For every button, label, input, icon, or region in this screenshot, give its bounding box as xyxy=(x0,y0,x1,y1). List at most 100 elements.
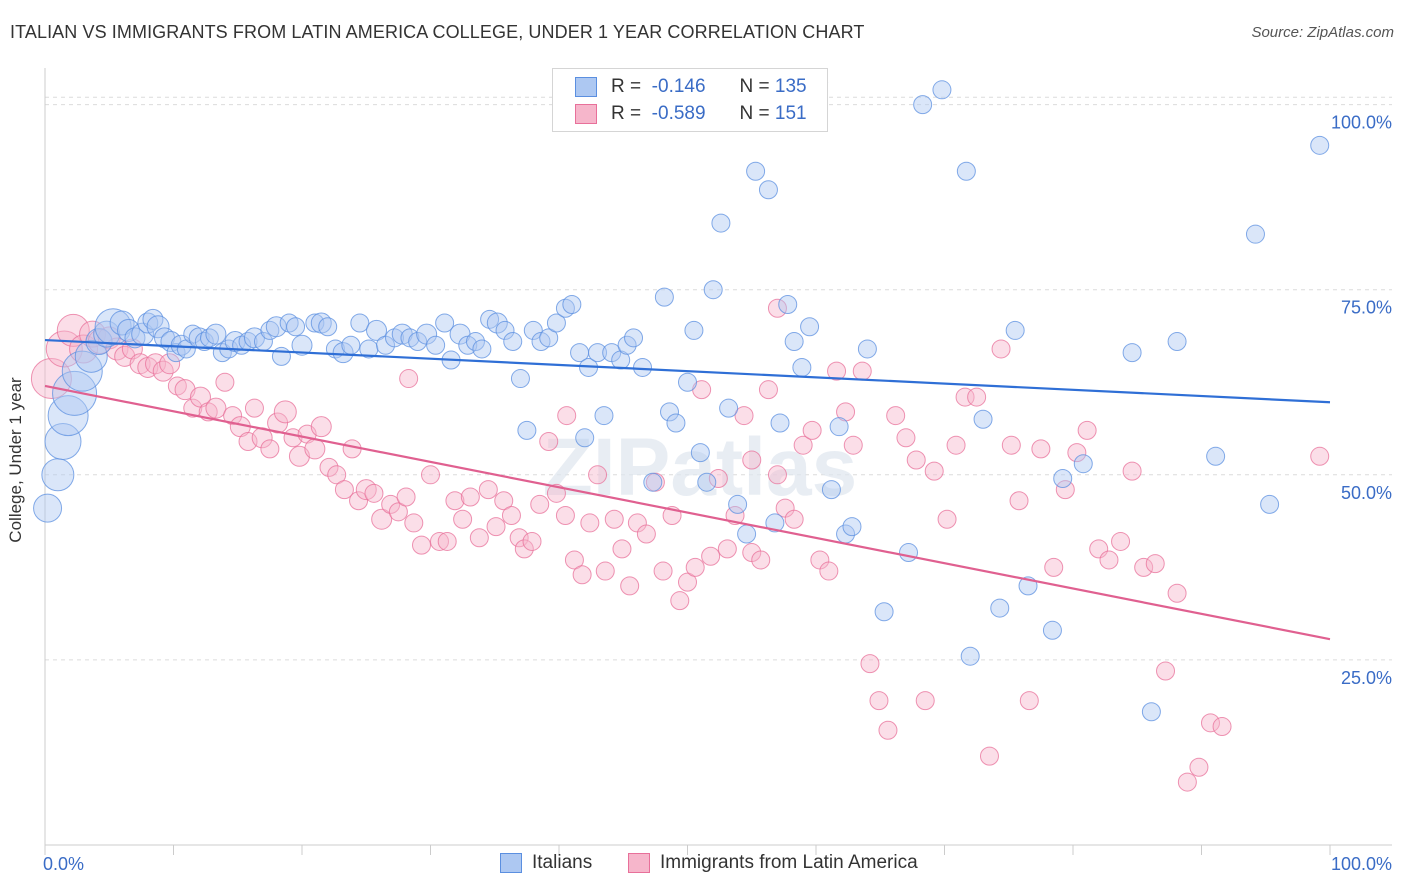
data-point xyxy=(509,528,529,548)
data-point xyxy=(109,310,135,336)
data-point xyxy=(47,395,89,437)
x-tick-labels: 0.0% 100.0% xyxy=(43,854,1392,874)
data-point xyxy=(967,387,987,407)
data-point xyxy=(510,369,530,389)
data-point xyxy=(767,465,787,485)
series-italians-points xyxy=(33,72,1330,722)
data-point xyxy=(572,565,592,585)
data-point xyxy=(778,295,798,315)
legend-n-label: N = xyxy=(739,103,770,124)
legend-n-label: N = xyxy=(739,76,770,97)
data-point xyxy=(703,280,723,300)
data-point xyxy=(56,313,90,347)
data-point xyxy=(1206,446,1226,466)
legend-item-latin-america[interactable]: Immigrants from Latin America xyxy=(628,852,918,874)
data-point xyxy=(381,494,401,514)
data-point xyxy=(1310,135,1330,155)
data-point xyxy=(1111,531,1131,551)
data-point xyxy=(758,380,778,400)
data-point xyxy=(412,535,432,555)
data-point xyxy=(1200,713,1220,733)
data-point xyxy=(765,513,785,533)
data-point xyxy=(74,339,108,373)
data-point xyxy=(719,398,739,418)
data-point xyxy=(742,450,762,470)
data-point xyxy=(279,313,299,333)
data-point xyxy=(426,335,446,355)
data-point xyxy=(501,506,521,526)
data-point xyxy=(318,317,338,337)
data-point xyxy=(896,428,916,448)
data-point xyxy=(829,417,849,437)
data-point xyxy=(539,328,559,348)
data-point xyxy=(751,550,771,570)
data-point xyxy=(469,528,489,548)
data-point xyxy=(843,435,863,455)
data-point xyxy=(708,469,728,489)
data-point xyxy=(956,161,976,181)
data-point xyxy=(61,350,103,392)
data-point xyxy=(960,646,980,666)
data-point xyxy=(1019,691,1039,711)
trend-lines xyxy=(44,338,1331,641)
data-point xyxy=(1099,550,1119,570)
data-point xyxy=(350,313,370,333)
data-point xyxy=(653,561,673,581)
data-point xyxy=(453,509,473,529)
data-point xyxy=(1167,583,1187,603)
data-point xyxy=(793,435,813,455)
data-point xyxy=(342,439,362,459)
legend-label: Immigrants from Latin America xyxy=(660,852,918,873)
data-point xyxy=(802,420,822,440)
trend-line-latin-america xyxy=(44,384,1331,641)
data-point xyxy=(1009,491,1029,511)
x-tick-label: 0.0% xyxy=(43,854,84,874)
data-point xyxy=(1031,439,1051,459)
data-point xyxy=(1005,320,1025,340)
data-point xyxy=(291,334,313,356)
data-point xyxy=(486,517,506,537)
data-point xyxy=(215,372,235,392)
data-point xyxy=(205,397,227,419)
data-point xyxy=(792,357,812,377)
legend-row-italians: R = -0.146 N = 135 xyxy=(575,74,807,100)
data-point xyxy=(167,376,187,396)
data-point xyxy=(41,458,75,492)
data-point xyxy=(399,369,419,389)
data-point xyxy=(624,328,644,348)
legend-n-value: 151 xyxy=(774,103,807,124)
data-point xyxy=(146,315,170,339)
data-point xyxy=(562,295,582,315)
data-point xyxy=(842,517,862,537)
data-point xyxy=(465,332,485,352)
data-point xyxy=(52,370,98,416)
data-point xyxy=(480,309,500,329)
data-point xyxy=(594,406,614,426)
data-point xyxy=(94,308,132,346)
data-point xyxy=(546,313,566,333)
data-point xyxy=(517,420,537,440)
data-point xyxy=(1310,446,1330,466)
watermark: ZIPatlas xyxy=(543,422,857,513)
data-point xyxy=(852,361,872,381)
data-point xyxy=(503,332,523,352)
data-point xyxy=(636,524,656,544)
data-point xyxy=(408,332,428,352)
data-point xyxy=(1077,420,1097,440)
data-point xyxy=(684,320,704,340)
data-point xyxy=(33,493,63,523)
y-tick-label: 100.0% xyxy=(1331,113,1392,133)
data-point xyxy=(869,691,889,711)
data-point xyxy=(486,312,508,334)
data-point xyxy=(685,557,705,577)
data-point xyxy=(1260,494,1280,514)
data-point xyxy=(371,508,393,530)
data-point xyxy=(979,746,999,766)
data-point xyxy=(305,313,325,333)
data-point xyxy=(973,409,993,429)
y-tick-label: 75.0% xyxy=(1341,298,1392,318)
data-point xyxy=(913,95,933,115)
data-point xyxy=(555,506,575,526)
data-point xyxy=(946,435,966,455)
legend-item-italians[interactable]: Italians xyxy=(500,852,592,874)
